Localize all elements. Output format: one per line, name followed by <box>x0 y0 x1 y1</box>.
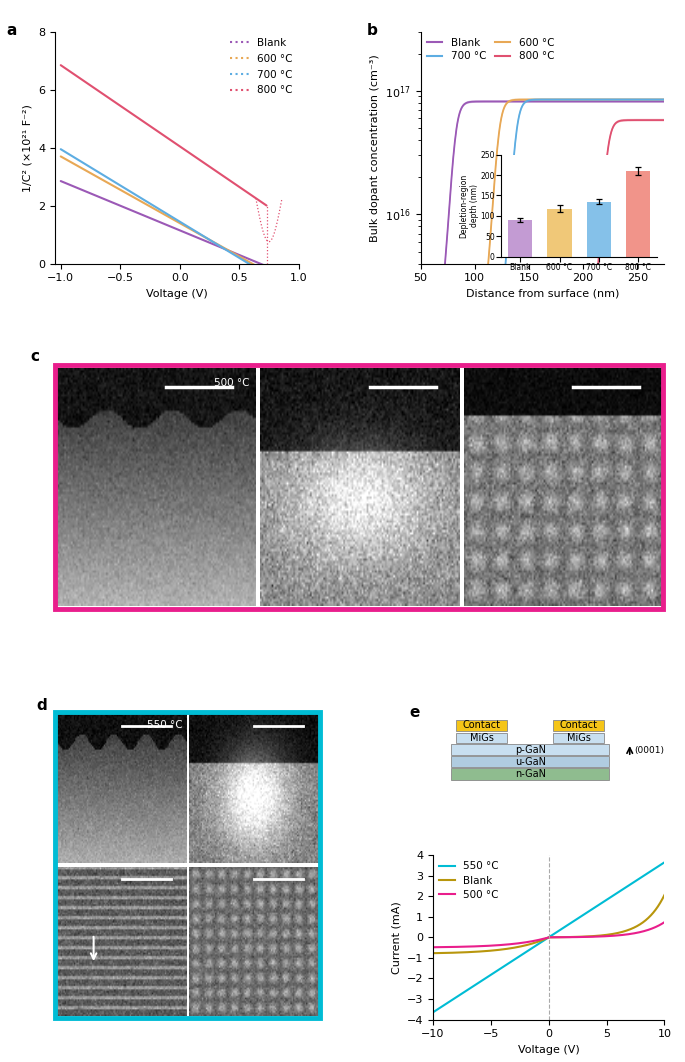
Blank <box>488 944 497 957</box>
500 °C <box>565 930 573 943</box>
Text: u-GaN: u-GaN <box>514 757 546 767</box>
Text: p-GaN: p-GaN <box>514 744 546 755</box>
X-axis label: Voltage (V): Voltage (V) <box>518 1045 580 1055</box>
Blank <box>565 930 573 943</box>
Text: (0001): (0001) <box>634 746 664 755</box>
Blank <box>429 947 437 960</box>
Text: e: e <box>410 705 420 720</box>
Legend: Blank, 700 °C, 600 °C, 800 °C: Blank, 700 °C, 600 °C, 800 °C <box>423 34 558 66</box>
Text: Contact: Contact <box>462 720 501 731</box>
Text: c: c <box>30 348 40 363</box>
Blank <box>603 928 612 941</box>
500 °C <box>488 939 497 952</box>
Text: a: a <box>6 22 16 37</box>
Line: 550 °C: 550 °C <box>433 862 664 1012</box>
Y-axis label: Current (mA): Current (mA) <box>391 901 401 974</box>
X-axis label: Distance from surface (nm): Distance from surface (nm) <box>466 289 619 298</box>
550 °C <box>565 918 573 930</box>
550 °C <box>603 893 612 906</box>
Blank <box>470 945 478 958</box>
550 °C <box>534 938 542 950</box>
Bar <box>456 720 507 731</box>
Bar <box>451 744 609 755</box>
550 °C <box>584 906 592 919</box>
Bar <box>451 768 609 781</box>
Text: MiGs: MiGs <box>470 733 493 743</box>
500 °C <box>534 933 542 946</box>
Bar <box>451 756 609 768</box>
Blank <box>660 889 669 902</box>
500 °C <box>429 941 437 954</box>
500 °C <box>660 915 669 928</box>
500 °C <box>603 929 612 942</box>
550 °C <box>488 967 497 980</box>
Blank <box>534 936 542 948</box>
550 °C <box>470 979 478 992</box>
Text: MiGs: MiGs <box>567 733 590 743</box>
500 °C <box>584 930 592 943</box>
Text: Contact: Contact <box>560 720 598 731</box>
550 °C <box>429 1006 437 1018</box>
Text: b: b <box>367 22 378 37</box>
Blank <box>584 930 592 943</box>
550 °C <box>660 856 669 869</box>
Bar <box>553 720 604 731</box>
Text: d: d <box>36 698 47 713</box>
X-axis label: Voltage (V): Voltage (V) <box>146 289 208 298</box>
Legend: Blank, 600 °C, 700 °C, 800 °C: Blank, 600 °C, 700 °C, 800 °C <box>225 34 297 100</box>
Y-axis label: Bulk dopant concentration (cm⁻³): Bulk dopant concentration (cm⁻³) <box>370 54 379 242</box>
Line: 500 °C: 500 °C <box>433 922 664 947</box>
Bar <box>456 733 507 743</box>
Legend: 550 °C, Blank, 500 °C: 550 °C, Blank, 500 °C <box>435 857 503 904</box>
Y-axis label: 1/C² (×10²¹ F⁻²): 1/C² (×10²¹ F⁻²) <box>23 104 32 191</box>
Bar <box>553 733 604 743</box>
500 °C <box>470 940 478 953</box>
Text: n-GaN: n-GaN <box>514 769 546 780</box>
Line: Blank: Blank <box>433 895 664 954</box>
